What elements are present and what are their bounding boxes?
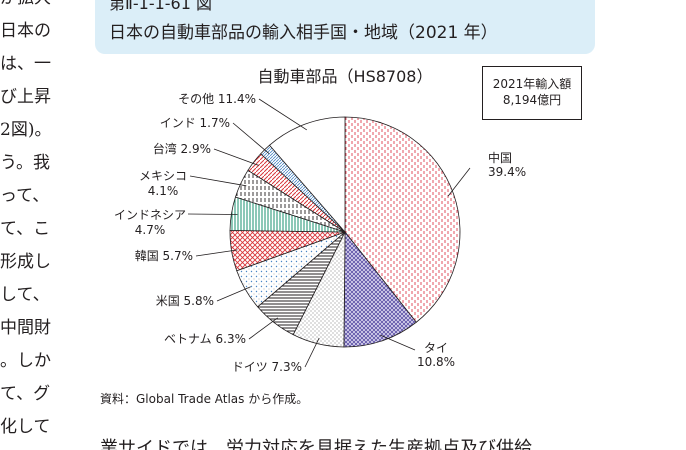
body-text-line: 。しか <box>0 351 51 371</box>
total-import-box: 2021年輸入額 8,194億円 <box>482 66 582 120</box>
slice-label: その他 11.4% <box>178 92 256 106</box>
pie-slice <box>344 116 461 323</box>
body-text-line: 2図)。 <box>0 120 52 140</box>
figure-header: 第Ⅱ-1-1-61 図 日本の自動車部品の輸入相手国・地域（2021 年） <box>95 0 595 54</box>
body-text-line: 中間財 <box>0 318 51 338</box>
slice-label: 10.8% <box>417 355 455 369</box>
body-text-line: は、一 <box>0 54 51 74</box>
leader-line <box>195 249 238 257</box>
body-text-line: して、 <box>0 285 50 305</box>
leader-line <box>304 337 320 368</box>
source-note: 資料：Global Trade Atlas から作成。 <box>100 392 309 406</box>
slice-label: 4.7% <box>135 223 166 237</box>
leader-line <box>248 317 278 340</box>
figure-title: 日本の自動車部品の輸入相手国・地域（2021 年） <box>109 23 498 43</box>
body-text-line: て、グ <box>0 384 51 404</box>
body-text-line: って、 <box>0 186 50 206</box>
pie-slice <box>343 230 417 348</box>
body-text-line: 形成し <box>0 252 51 272</box>
body-text-line: 化して <box>0 417 51 437</box>
total-box-line-2: 8,194億円 <box>502 93 562 107</box>
slice-label: 中国 <box>488 150 512 165</box>
leader-line <box>447 167 471 197</box>
pie-slice <box>268 116 346 234</box>
figure-number: 第Ⅱ-1-1-61 図 <box>109 0 213 13</box>
slice-label: 台湾 2.9% <box>153 141 211 156</box>
slice-label: 米国 5.8% <box>156 294 214 308</box>
leader-line <box>232 122 270 155</box>
slice-label: 4.1% <box>148 184 179 198</box>
slice-label: メキシコ <box>139 169 187 183</box>
body-text-bottom-line: 業サイドでは、労力対応を見据えた生産拠点及び供給 <box>100 438 532 450</box>
slice-label: インドネシア <box>114 208 186 222</box>
slice-label: ベトナム 6.3% <box>164 332 246 346</box>
pie-slices <box>229 116 461 348</box>
slice-label: タイ <box>424 341 448 355</box>
slice-label: 39.4% <box>488 165 526 179</box>
slice-label: インド 1.7% <box>160 116 230 130</box>
leader-line <box>213 148 259 166</box>
leader-line <box>216 286 251 302</box>
body-text-bottom: 業サイドでは、労力対応を見据えた生産拠点及び供給 <box>100 438 686 450</box>
body-text-line: 日本の <box>0 21 51 41</box>
body-text-line: て、こ <box>0 219 51 239</box>
leader-line <box>258 98 308 131</box>
total-box-line-1: 2021年輸入額 <box>492 77 572 91</box>
chart-title: 自動車部品（HS8708） <box>258 67 433 86</box>
leader-line <box>380 334 416 351</box>
slice-label: 韓国 5.7% <box>135 249 193 263</box>
body-text-line: う。我 <box>0 153 50 173</box>
body-text-line: が拡大 <box>0 0 70 8</box>
body-text-line: び上昇 <box>0 87 51 107</box>
leader-line <box>189 175 247 187</box>
slice-label: ドイツ 7.3% <box>232 360 302 374</box>
leader-line <box>187 213 238 215</box>
